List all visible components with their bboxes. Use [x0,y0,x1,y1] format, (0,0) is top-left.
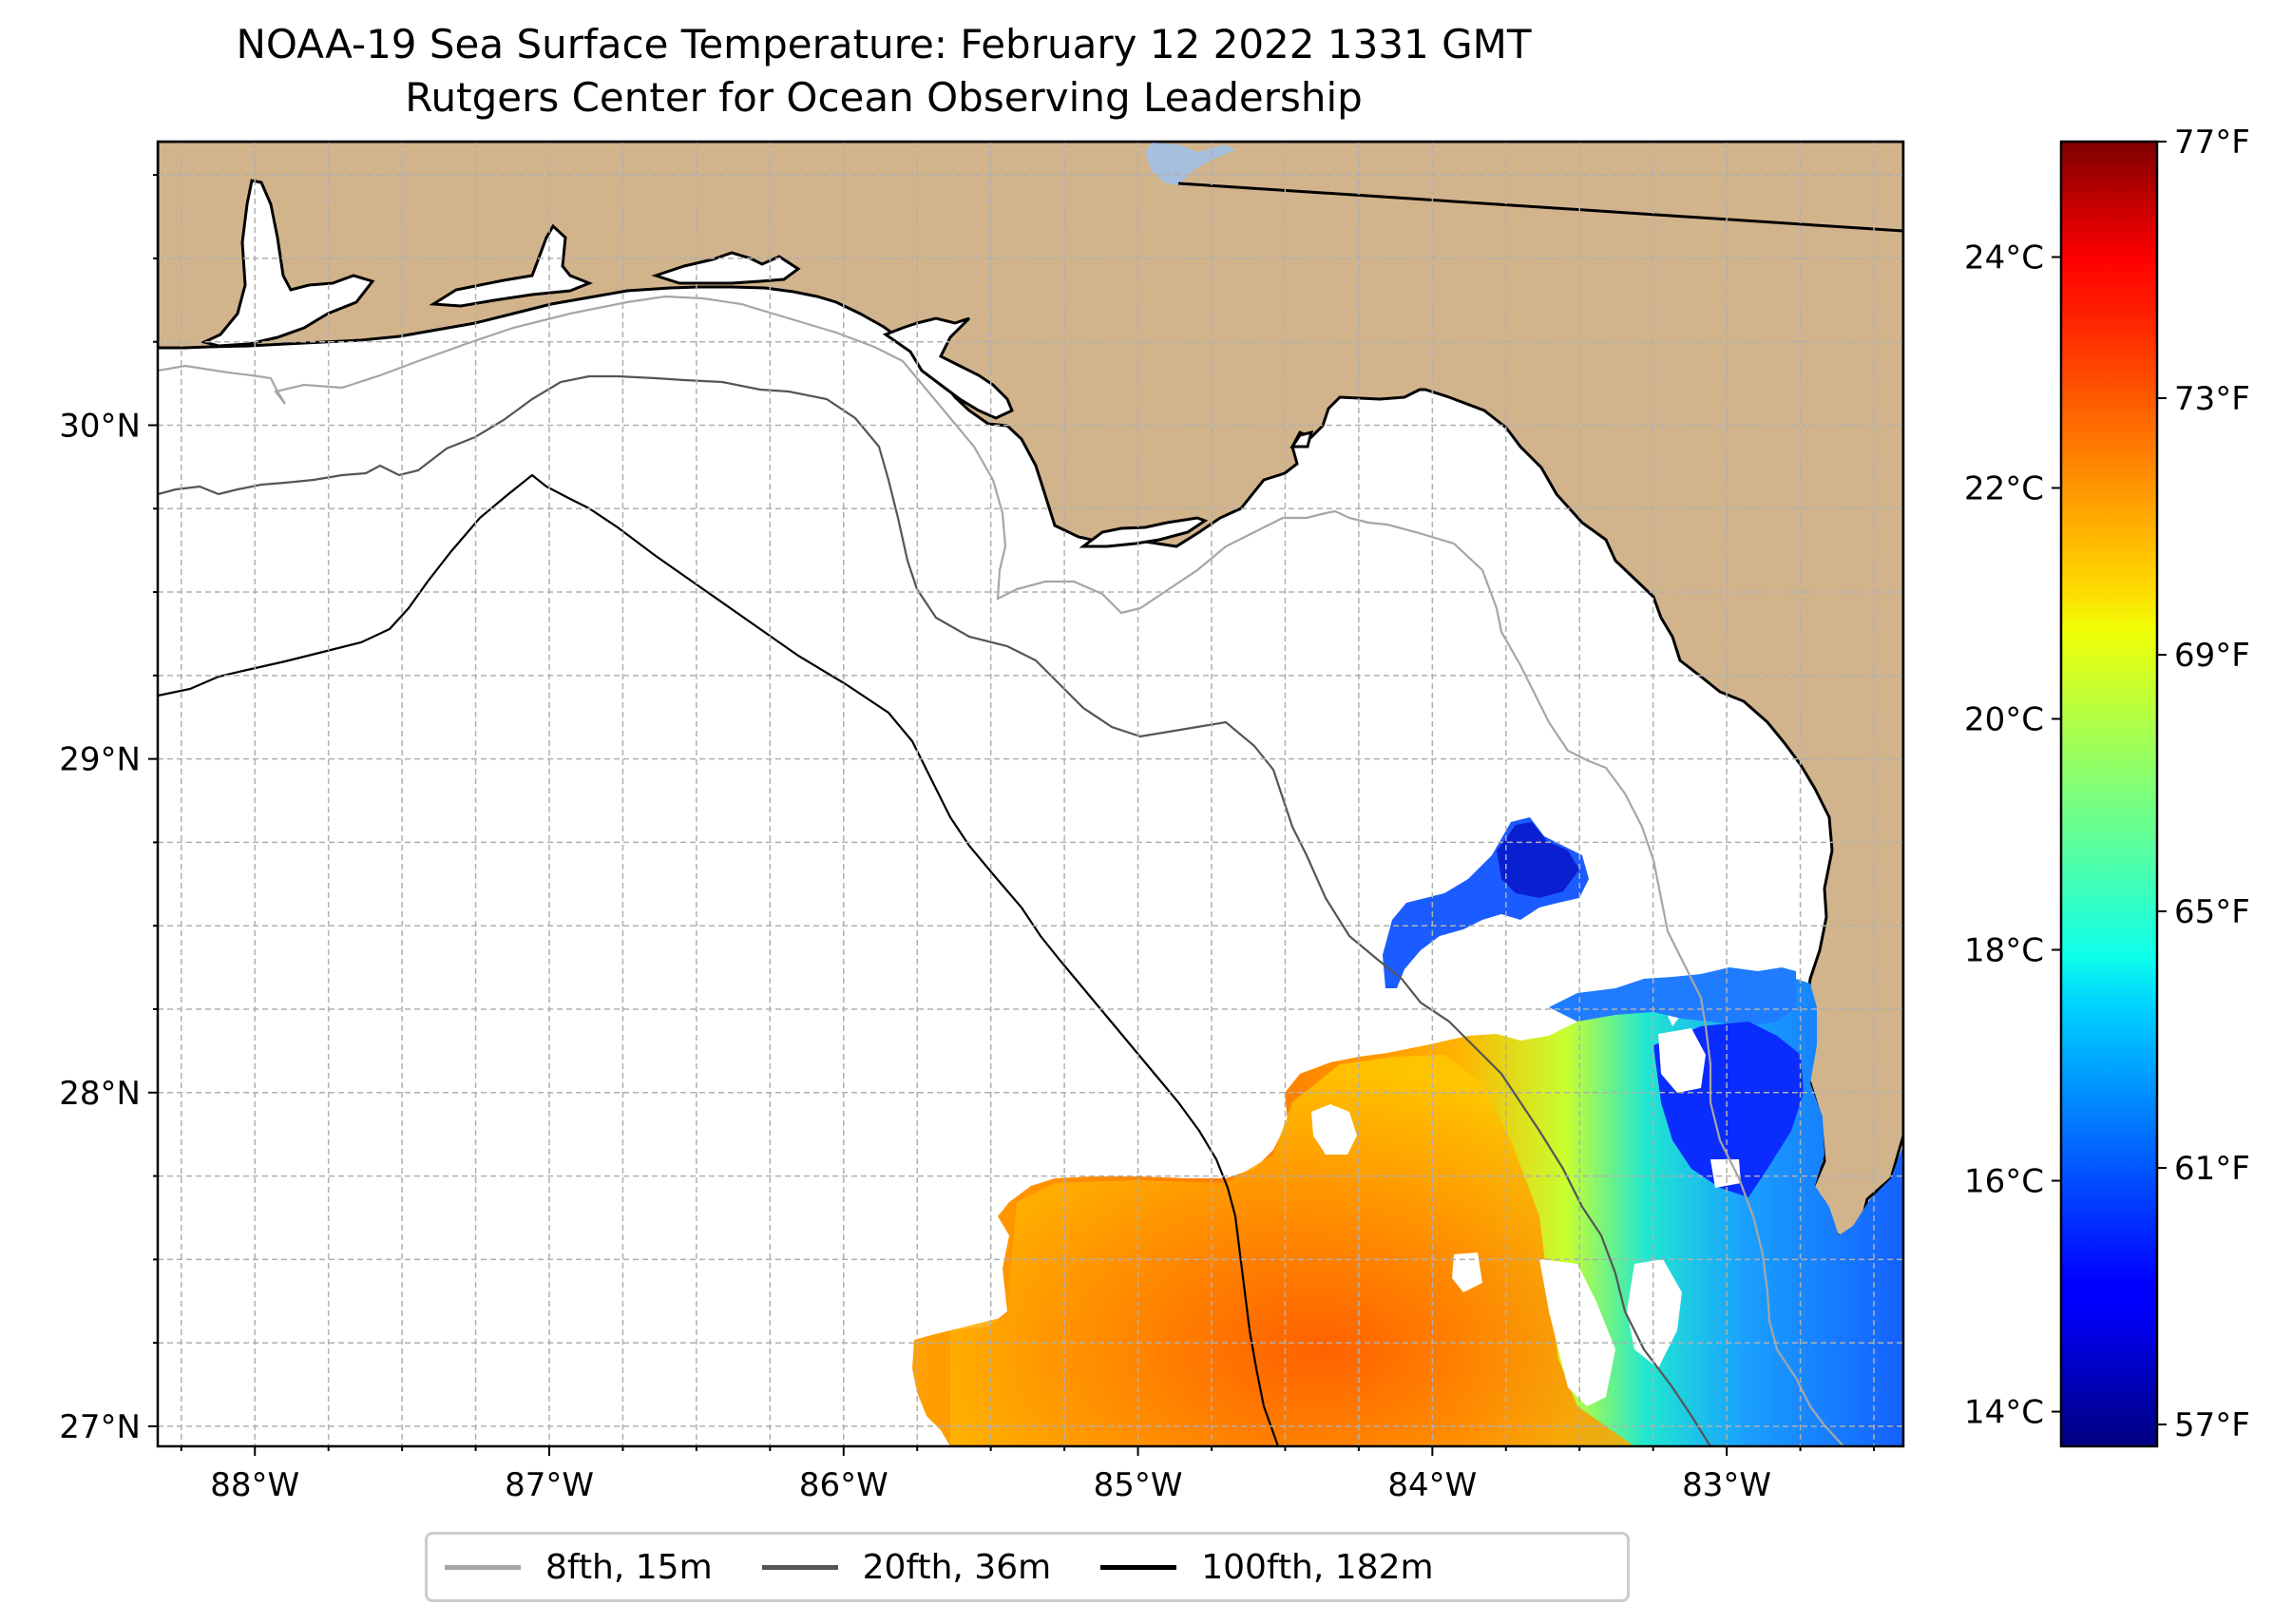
gridlines [158,142,1903,1446]
fahrenheit-tick-label: 57°F [2174,1406,2250,1444]
y-tick-label: 29°N [59,741,141,779]
legend-item-20fth: 20fth, 36m [761,1547,1052,1587]
celsius-tick-label: 16°C [1964,1163,2044,1201]
x-tick-label: 87°W [505,1466,594,1504]
celsius-tick-label: 24°C [1964,239,2044,277]
map-area [158,142,1903,1446]
sst-east-patch [1549,967,1796,1026]
x-tick-label: 83°W [1682,1466,1771,1504]
y-tick-label: 28°N [59,1075,141,1113]
x-tick-label: 85°W [1094,1466,1183,1504]
sst-warm-core [950,1055,1634,1446]
map-subtitle: Rutgers Center for Ocean Observing Leade… [405,74,1363,121]
celsius-tick-label: 20°C [1964,701,2044,739]
x-tick-label: 84°W [1387,1466,1477,1504]
state-border [1177,182,1903,233]
x-tick-label: 88°W [210,1466,299,1504]
fahrenheit-tick-label: 77°F [2174,124,2250,162]
legend-item-8fth: 8fth, 15m [445,1548,713,1587]
map-axis-labels: 88°W 87°W 86°W 85°W 84°W 83°W 27°N 28°N 29°N 30°N [59,407,1771,1504]
isobath-20fth [158,374,1711,1446]
sst-north-cold [1497,822,1579,898]
x-tick-label: 86°W [799,1466,888,1504]
legend-label: 8fth, 15m [545,1547,713,1587]
colorbar-labels: 14°C 16°C 18°C 20°C 22°C 24°C 57°F 61°F 65°F 69°F… [1964,124,2250,1444]
celsius-tick-label: 22°C [1964,470,2044,508]
colorbar [2059,140,2159,1448]
isobath-8fth [158,295,1844,1446]
bays [200,143,1314,548]
y-tick-label: 27°N [59,1408,141,1446]
legend: 8fth, 15m 20fth, 36m 100fth, 182m [425,1532,1630,1602]
fahrenheit-tick-label: 61°F [2174,1150,2250,1188]
isobath-100fth [158,473,1280,1446]
legend-swatch [445,1564,521,1570]
map-frame [156,140,1905,1448]
map-axes [148,174,1876,1456]
colorbar-ticks [2052,141,2167,1426]
celsius-tick-label: 18°C [1964,932,2044,970]
map-title: NOAA-19 Sea Surface Temperature: Februar… [236,21,1532,67]
celsius-tick-label: 14°C [1964,1394,2044,1432]
legend-swatch [1100,1564,1177,1570]
fahrenheit-tick-label: 69°F [2174,637,2250,675]
legend-item-100fth: 100fth, 182m [1100,1547,1434,1587]
legend-label: 100fth, 182m [1201,1547,1434,1587]
legend-swatch [761,1564,838,1570]
fahrenheit-tick-label: 73°F [2174,380,2250,418]
y-tick-label: 30°N [59,407,141,445]
legend-label: 20fth, 36m [862,1547,1052,1587]
fahrenheit-tick-label: 65°F [2174,893,2250,931]
cloud-gaps [1311,1028,1741,1406]
